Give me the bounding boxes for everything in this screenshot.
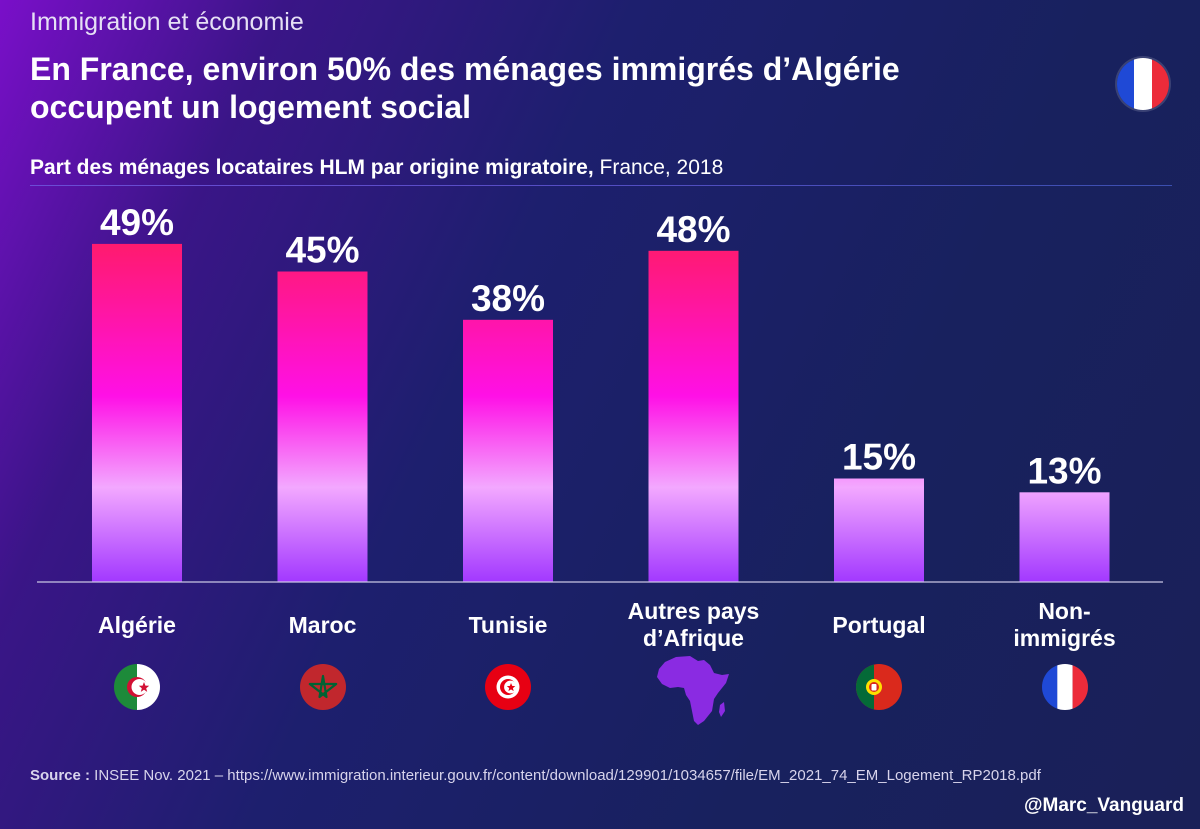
bar-non-immigres	[1019, 492, 1110, 582]
category-label-autres-pays-d-afrique: Autres pays d’Afrique	[604, 598, 784, 652]
category-label-line: Portugal	[832, 612, 926, 638]
subtitle-normal: France, 2018	[593, 156, 724, 179]
chart-subtitle: Part des ménages locataires HLM par orig…	[30, 156, 723, 180]
france-flag-icon	[1041, 664, 1088, 710]
source-text: INSEE Nov. 2021 – https://www.immigratio…	[90, 767, 1041, 784]
category-label-line: Tunisie	[468, 612, 548, 638]
bar-autres-pays-d-afrique	[648, 250, 739, 583]
kicker: Immigration et économie	[30, 8, 304, 36]
category-label-non-immigres: Non-immigrés	[975, 598, 1155, 652]
france-flag-icon	[1117, 58, 1169, 110]
bar-maroc	[277, 271, 368, 582]
value-label-algerie: 49%	[100, 202, 174, 243]
subtitle-bold: Part des ménages locataires HLM par orig…	[30, 156, 594, 179]
morocco-flag-icon	[299, 664, 346, 710]
category-label-line: Non-	[1038, 598, 1091, 624]
category-label-line: Algérie	[98, 612, 176, 638]
value-label-tunisie: 38%	[471, 278, 545, 319]
source-label: Source :	[30, 767, 91, 784]
category-label-line: d’Afrique	[643, 625, 744, 651]
source-note: Source : INSEE Nov. 2021 – https://www.i…	[30, 767, 1041, 784]
value-label-autres-pays-d-afrique: 48%	[656, 209, 730, 250]
category-label-line: Maroc	[288, 612, 357, 638]
category-label-maroc: Maroc	[233, 612, 413, 639]
category-label-line: immigrés	[1013, 625, 1116, 651]
africa-map-icon	[654, 655, 734, 727]
tunisia-flag-icon	[485, 664, 531, 710]
category-label-algerie: Algérie	[47, 612, 227, 639]
category-label-portugal: Portugal	[789, 612, 969, 639]
portugal-flag-icon	[856, 664, 902, 710]
value-label-portugal: 15%	[842, 437, 916, 478]
value-label-non-immigres: 13%	[1027, 450, 1101, 491]
algeria-flag-icon	[114, 664, 160, 710]
bar-portugal	[834, 478, 924, 582]
subtitle-rule	[30, 185, 1172, 186]
category-label-line: Autres pays	[627, 598, 760, 624]
category-label-tunisie: Tunisie	[418, 612, 598, 639]
value-label-maroc: 45%	[285, 230, 359, 271]
author-handle: @Marc_Vanguard	[1023, 795, 1184, 816]
bar-tunisie	[463, 319, 553, 582]
bar-algerie	[92, 243, 182, 582]
page-title: En France, environ 50% des ménages immig…	[30, 51, 900, 125]
